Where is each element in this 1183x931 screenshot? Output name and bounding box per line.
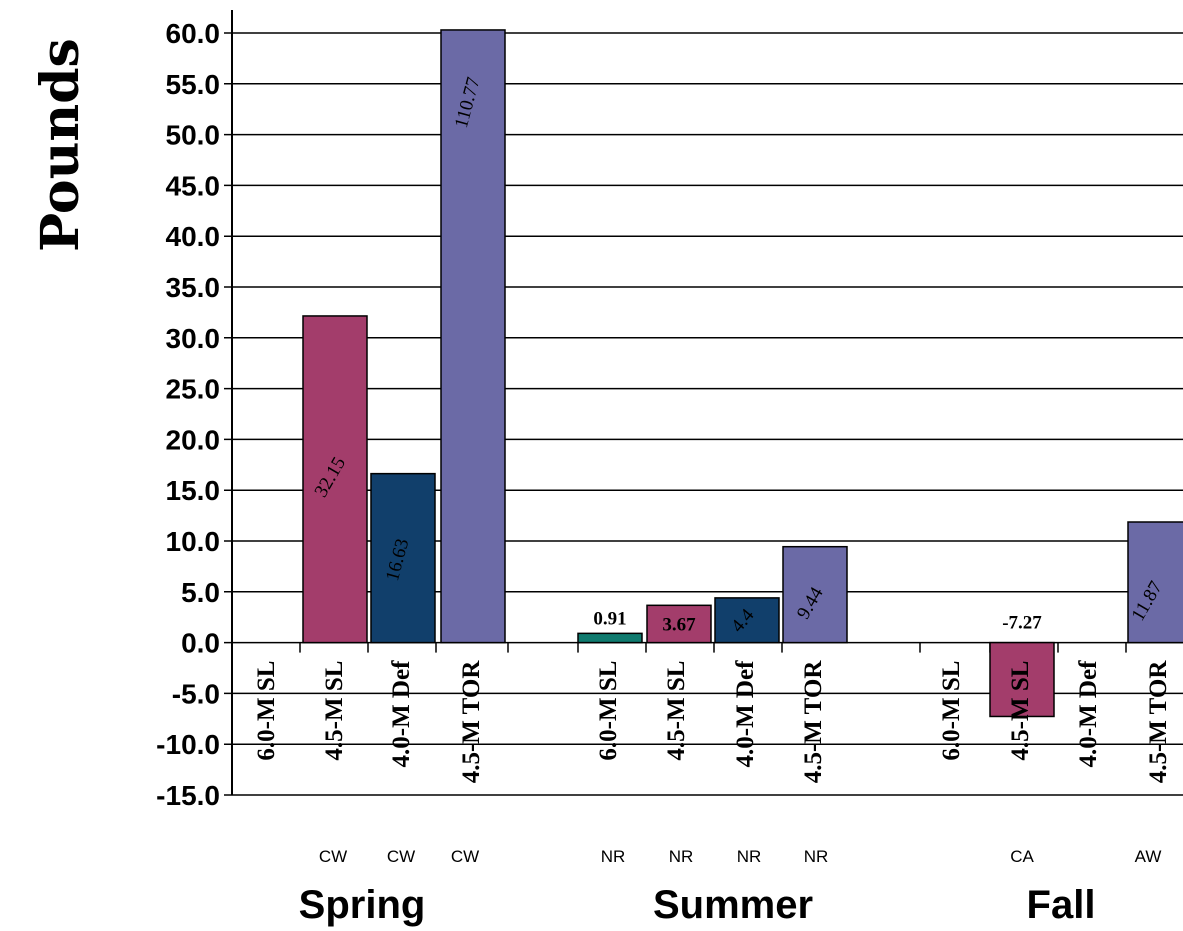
y-tick-label: 15.0 <box>166 475 221 506</box>
bar <box>440 29 506 644</box>
y-tick-label: 45.0 <box>166 170 221 201</box>
x-category-label: 4.5-M SL <box>1007 661 1034 761</box>
y-tick-label: 5.0 <box>181 577 220 608</box>
bar <box>646 604 712 644</box>
x-category-label: 4.0-M Def <box>732 660 759 768</box>
y-tick-label: 10.0 <box>166 526 221 557</box>
x-sub-label: NR <box>737 847 762 866</box>
y-tick-label: 55.0 <box>166 69 221 100</box>
bar <box>577 632 643 644</box>
x-category-label: 4.5-M TOR <box>458 660 485 784</box>
x-sub-label: NR <box>669 847 694 866</box>
bar <box>1127 521 1183 644</box>
group-label: Fall <box>1027 883 1096 927</box>
group-label: Summer <box>653 883 813 927</box>
x-sub-label: AW <box>1135 847 1162 866</box>
x-category-label: 4.5-M TOR <box>800 660 827 784</box>
x-sub-label: CW <box>387 847 415 866</box>
x-sub-label: CW <box>319 847 347 866</box>
x-category-label: 6.0-M SL <box>253 661 280 761</box>
x-category-label: 4.0-M Def <box>388 660 415 768</box>
y-tick-label: -5.0 <box>172 678 220 709</box>
data-label: -7.27 <box>1002 612 1042 633</box>
data-label: 0.91 <box>593 608 626 629</box>
data-label: 3.67 <box>662 614 696 635</box>
y-tick-label: 60.0 <box>166 18 221 49</box>
x-category-label: 6.0-M SL <box>595 661 622 761</box>
x-sub-label: NR <box>601 847 626 866</box>
x-sub-label: CW <box>451 847 479 866</box>
x-sub-label: CA <box>1010 847 1034 866</box>
y-tick-label: 35.0 <box>166 272 221 303</box>
group-label: Spring <box>299 883 426 927</box>
y-tick-label: -15.0 <box>156 780 220 811</box>
x-sub-label: NR <box>804 847 829 866</box>
y-tick-label: 30.0 <box>166 323 221 354</box>
bar <box>302 315 368 644</box>
x-category-label: 4.0-M Def <box>1075 660 1102 768</box>
y-tick-label: 25.0 <box>166 374 221 405</box>
bar <box>370 472 436 644</box>
bar <box>989 641 1055 718</box>
bar <box>714 597 780 644</box>
y-tick-label: 40.0 <box>166 221 221 252</box>
y-tick-label: 20.0 <box>166 424 221 455</box>
x-category-label: 4.5-M TOR <box>1145 660 1172 784</box>
y-tick-label: 0.0 <box>181 628 220 659</box>
y-tick-label: 50.0 <box>166 120 221 151</box>
y-tick-label: -10.0 <box>156 729 220 760</box>
y-axis-title: Pounds <box>30 38 91 252</box>
x-category-label: 4.5-M SL <box>321 661 348 761</box>
bar <box>782 545 848 644</box>
x-category-label: 4.5-M SL <box>663 661 690 761</box>
x-category-label: 6.0-M SL <box>938 661 965 761</box>
